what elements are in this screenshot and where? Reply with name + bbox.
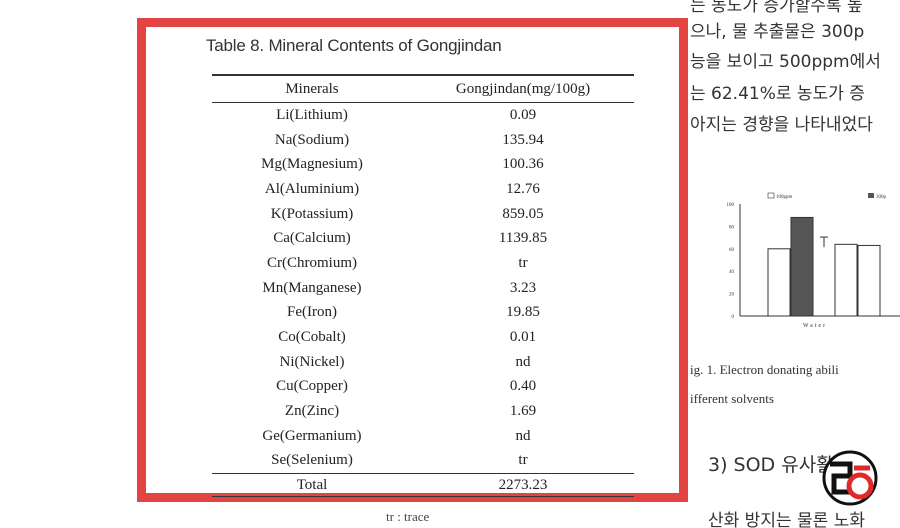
bar <box>790 216 814 317</box>
mineral-name: Mn(Manganese) <box>262 279 362 296</box>
mineral-name: Se(Selenium) <box>271 452 353 469</box>
y-tick-label: 20 <box>729 293 735 298</box>
body-text-line: 능을 보이고 500ppm에서 <box>690 52 881 72</box>
mineral-value: 0.40 <box>509 378 537 395</box>
mineral-value: 19.85 <box>506 304 540 321</box>
mineral-name: Ge(Germanium) <box>262 427 362 444</box>
mineral-value: 0.09 <box>509 106 537 123</box>
total-label: Total <box>296 476 328 493</box>
table-total-row: Total 2273.23 <box>212 473 634 498</box>
mineral-name: Na(Sodium) <box>274 131 350 148</box>
table-header-row: Minerals Gongjindan(mg/100g) <box>212 76 634 103</box>
mineral-name: Al(Aluminium) <box>264 180 360 197</box>
mineral-value: nd <box>515 353 531 370</box>
table-footnote: tr : trace <box>386 509 430 524</box>
table-row: Li(Lithium) 0.09 <box>212 103 634 128</box>
table-row: K(Potassium) 859.05 <box>212 202 634 227</box>
watermark-logo-icon <box>822 450 878 506</box>
legend-label-100ppm: 100ppm <box>776 195 793 200</box>
bar <box>767 248 791 317</box>
mineral-name: Li(Lithium) <box>276 106 348 123</box>
table-row: Mn(Manganese) 3.23 <box>212 276 634 301</box>
body-text-line: 는 62.41%로 농도가 증 <box>690 84 865 104</box>
table-row: Fe(Iron) 19.85 <box>212 301 634 326</box>
bar <box>834 243 858 317</box>
table-row: Co(Cobalt) 0.01 <box>212 325 634 350</box>
mineral-name: Cu(Copper) <box>276 378 348 395</box>
y-tick-label: 40 <box>729 270 735 275</box>
body-text-line: 산화 방지는 물론 노화 <box>708 511 865 528</box>
mineral-value: 100.36 <box>502 156 544 173</box>
mineral-name: K(Potassium) <box>270 205 354 222</box>
mineral-name: Mg(Magnesium) <box>261 156 363 173</box>
figure-caption-continued: ifferent solvents <box>690 391 774 406</box>
mineral-name: Fe(Iron) <box>287 304 337 321</box>
section-heading: 3) SOD 유사활성 <box>708 454 852 476</box>
mineral-value: 859.05 <box>502 205 544 222</box>
y-tick-label: 60 <box>729 248 735 253</box>
mineral-value: 1.69 <box>509 403 537 420</box>
table-row: Mg(Magnesium) 100.36 <box>212 152 634 177</box>
highlight-frame <box>137 18 688 502</box>
mineral-name: Ca(Calcium) <box>273 230 351 247</box>
mineral-table: Minerals Gongjindan(mg/100g) Li(Lithium)… <box>212 74 634 498</box>
table-row: Na(Sodium) 135.94 <box>212 128 634 153</box>
mineral-name: Ni(Nickel) <box>279 353 345 370</box>
header-minerals: Minerals <box>285 80 339 97</box>
right-page-column: 는 농도가 증가할수록 높 으나, 물 추출물은 300p 능을 보이고 500… <box>690 0 900 528</box>
mineral-value: 0.01 <box>509 329 537 346</box>
bar <box>857 244 881 317</box>
mineral-name: Zn(Zinc) <box>284 403 340 420</box>
table-row: Cr(Chromium) tr <box>212 251 634 276</box>
mineral-name: Cr(Chromium) <box>267 254 357 271</box>
table-row: Ni(Nickel) nd <box>212 350 634 375</box>
y-tick-label: 80 <box>729 225 735 230</box>
legend-swatch-100ppm <box>767 192 775 199</box>
mineral-value: nd <box>515 427 531 444</box>
mineral-value: 3.23 <box>509 279 537 296</box>
legend-label-300ppm: 300p <box>876 195 887 200</box>
mineral-value: tr <box>518 254 528 271</box>
body-text-line: 는 농도가 증가할수록 높 <box>690 0 863 16</box>
table-row: Al(Aluminium) 12.76 <box>212 177 634 202</box>
legend-swatch-300ppm <box>868 193 874 198</box>
table-row: Se(Selenium) tr <box>212 449 634 474</box>
mineral-value: 12.76 <box>506 180 540 197</box>
total-value: 2273.23 <box>498 476 548 493</box>
figure-caption: ig. 1. Electron donating abili <box>690 362 839 377</box>
table-row: Zn(Zinc) 1.69 <box>212 399 634 424</box>
table-row: Ge(Germanium) nd <box>212 424 634 449</box>
mineral-value: 135.94 <box>502 131 544 148</box>
mineral-name: Co(Cobalt) <box>278 329 346 346</box>
x-axis-label: Water <box>803 323 827 329</box>
mineral-value: tr <box>518 452 528 469</box>
electron-donating-chart: 100 80 60 40 20 0 100ppm 300p Water <box>727 192 900 329</box>
y-tick-label: 0 <box>732 315 735 320</box>
header-content: Gongjindan(mg/100g) <box>455 80 591 97</box>
body-text-line: 아지는 경향을 나타내었다 <box>690 115 873 135</box>
y-tick-label: 100 <box>727 203 735 208</box>
mineral-value: 1139.85 <box>498 230 548 247</box>
table-row: Cu(Copper) 0.40 <box>212 375 634 400</box>
body-text-line: 으나, 물 추출물은 300p <box>690 22 865 42</box>
table-title: Table 8. Mineral Contents of Gongjindan <box>206 36 502 55</box>
table-row: Ca(Calcium) 1139.85 <box>212 226 634 251</box>
